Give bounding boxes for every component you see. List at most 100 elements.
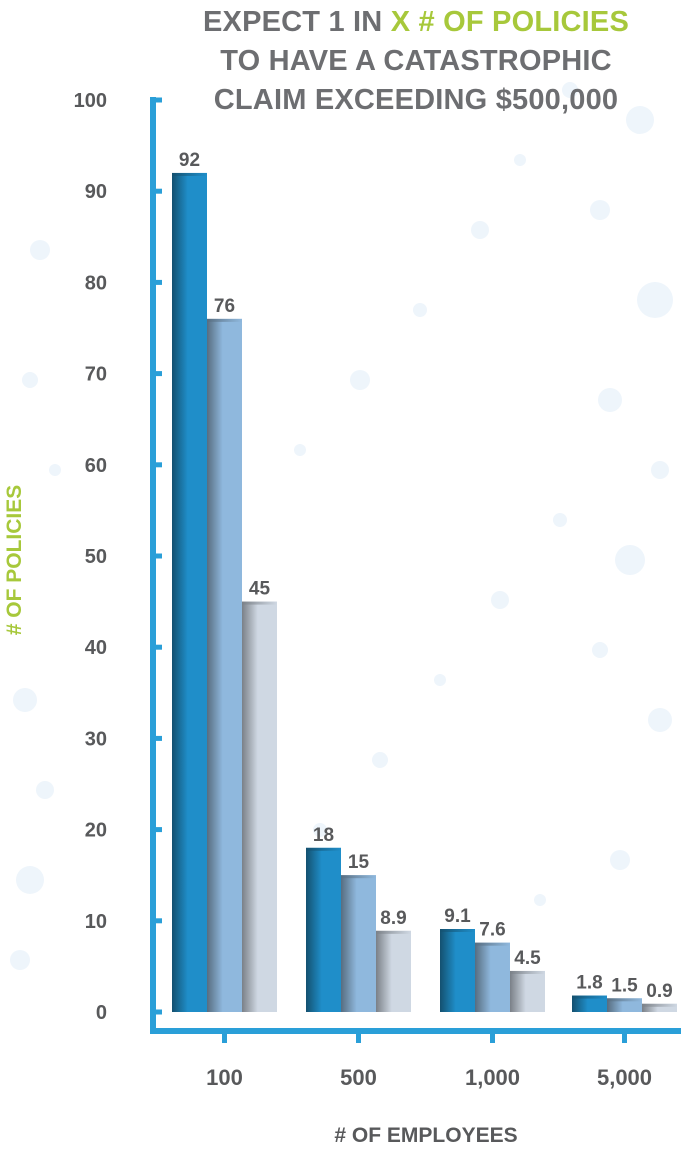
- data-label-series-3-3: 0.9: [646, 981, 672, 1002]
- y-tick-label-60: 60: [85, 455, 107, 477]
- data-label-series-1-2: 9.1: [444, 906, 471, 927]
- bars: [172, 172, 677, 1012]
- background-dot: [590, 200, 610, 220]
- background-dot: [372, 752, 388, 768]
- y-tick-label-90: 90: [85, 181, 107, 203]
- data-label-series-3-0: 45: [249, 579, 271, 600]
- axes: 0 10 20 30 40 50 60 70 80 90 100 100 500 1,000 5,000: [74, 90, 681, 1090]
- background-dot: [562, 82, 578, 98]
- bar-cap-series-3-0: [242, 601, 277, 605]
- background-dot: [534, 894, 546, 906]
- chart-title-line-3: CLAIM EXCEEDING $500,000: [213, 84, 619, 116]
- background-dot: [615, 545, 645, 575]
- x-axis-title: # OF EMPLOYEES: [334, 1124, 518, 1147]
- background-dot: [471, 221, 489, 239]
- background-dot: [491, 591, 509, 609]
- bar-cap-series-2-1: [341, 875, 376, 879]
- bar-series-2-2: [475, 942, 510, 1012]
- chart-title-accent: X # OF POLICIES: [390, 6, 629, 38]
- background-dot: [10, 950, 30, 970]
- y-tick-80: [153, 279, 162, 285]
- background-dot: [651, 461, 669, 479]
- bar-series-3-0: [242, 601, 277, 1012]
- y-axis-title: # OF POLICIES: [3, 484, 26, 636]
- data-label-series-3-2: 4.5: [514, 948, 541, 969]
- y-tick-60: [153, 462, 162, 468]
- background-dot: [49, 464, 61, 476]
- bar-cap-series-1-0: [172, 172, 207, 176]
- background-dot: [16, 866, 44, 894]
- background-dot: [592, 642, 608, 658]
- bar-cap-series-3-2: [510, 970, 545, 974]
- background-dot: [610, 850, 630, 870]
- data-label-series-1-0: 92: [179, 150, 200, 171]
- y-tick-label-80: 80: [85, 272, 107, 294]
- bar-cap-series-2-2: [475, 942, 510, 946]
- y-tick-0: [153, 1009, 162, 1015]
- background-dot: [294, 444, 306, 456]
- bar-cap-series-3-3: [642, 1003, 677, 1007]
- x-tick-label-1: 500: [340, 1065, 377, 1090]
- x-tick-3: [622, 1031, 627, 1043]
- background-dot: [30, 240, 50, 260]
- background-dot: [648, 708, 672, 732]
- data-label-series-2-0: 76: [214, 296, 235, 317]
- y-tick-label-50: 50: [85, 546, 107, 568]
- bar-cap-series-1-3: [572, 995, 607, 999]
- background-decoration: [10, 82, 673, 970]
- y-tick-40: [153, 644, 162, 650]
- bar-cap-series-2-3: [607, 998, 642, 1002]
- y-tick-20: [153, 827, 162, 833]
- x-tick-0: [222, 1031, 227, 1043]
- data-label-series-1-1: 18: [313, 825, 334, 846]
- background-dot: [313, 823, 327, 837]
- background-dot: [36, 781, 54, 799]
- y-tick-30: [153, 735, 162, 741]
- background-dot: [626, 106, 654, 134]
- bar-series-2-0: [207, 318, 242, 1012]
- chart-title-prefix: EXPECT 1 IN: [202, 6, 391, 38]
- y-tick-70: [153, 371, 162, 377]
- bar-cap-series-1-1: [306, 847, 341, 851]
- background-dot: [553, 513, 567, 527]
- y-tick-90: [153, 188, 162, 194]
- bar-series-1-2: [440, 929, 475, 1012]
- bar-series-3-2: [510, 970, 545, 1012]
- data-label-series-3-1: 8.9: [380, 908, 406, 929]
- x-tick-label-3: 5,000: [597, 1065, 652, 1090]
- y-tick-label-10: 10: [85, 911, 107, 933]
- bar-series-1-1: [306, 847, 341, 1012]
- bar-series-3-1: [376, 930, 411, 1012]
- x-tick-label-2: 1,000: [465, 1065, 520, 1090]
- y-tick-100: [153, 97, 162, 103]
- y-tick-label-30: 30: [85, 728, 107, 750]
- background-dot: [637, 282, 673, 318]
- chart-title-line-2: TO HAVE A CATASTROPHIC: [220, 45, 612, 77]
- data-label-series-2-2: 7.6: [479, 920, 505, 941]
- background-dot: [434, 674, 446, 686]
- x-tick-2: [490, 1031, 495, 1043]
- bar-series-1-0: [172, 172, 207, 1012]
- y-tick-label-20: 20: [85, 820, 107, 842]
- background-dot: [413, 303, 427, 317]
- background-dot: [598, 388, 622, 412]
- bar-cap-series-1-2: [440, 929, 475, 933]
- background-dot: [514, 154, 526, 166]
- y-tick-50: [153, 553, 162, 559]
- y-tick-10: [153, 918, 162, 924]
- data-labels: 92 18 9.1 1.8 76 15 7.6 1.5 45 8.9 4.5 0.9: [179, 150, 673, 1002]
- bar-series-1-3: [572, 995, 607, 1012]
- x-tick-1: [356, 1031, 361, 1043]
- background-dot: [350, 370, 370, 390]
- x-tick-label-0: 100: [206, 1065, 243, 1090]
- bar-cap-series-2-0: [207, 318, 242, 322]
- bar-series-2-1: [341, 875, 376, 1012]
- data-label-series-2-3: 1.5: [611, 975, 638, 996]
- data-label-series-2-1: 15: [348, 852, 370, 873]
- background-dot: [13, 688, 37, 712]
- bar-series-3-3: [642, 1003, 677, 1012]
- x-axis-line: [150, 1028, 681, 1034]
- y-axis-line: [150, 97, 156, 1034]
